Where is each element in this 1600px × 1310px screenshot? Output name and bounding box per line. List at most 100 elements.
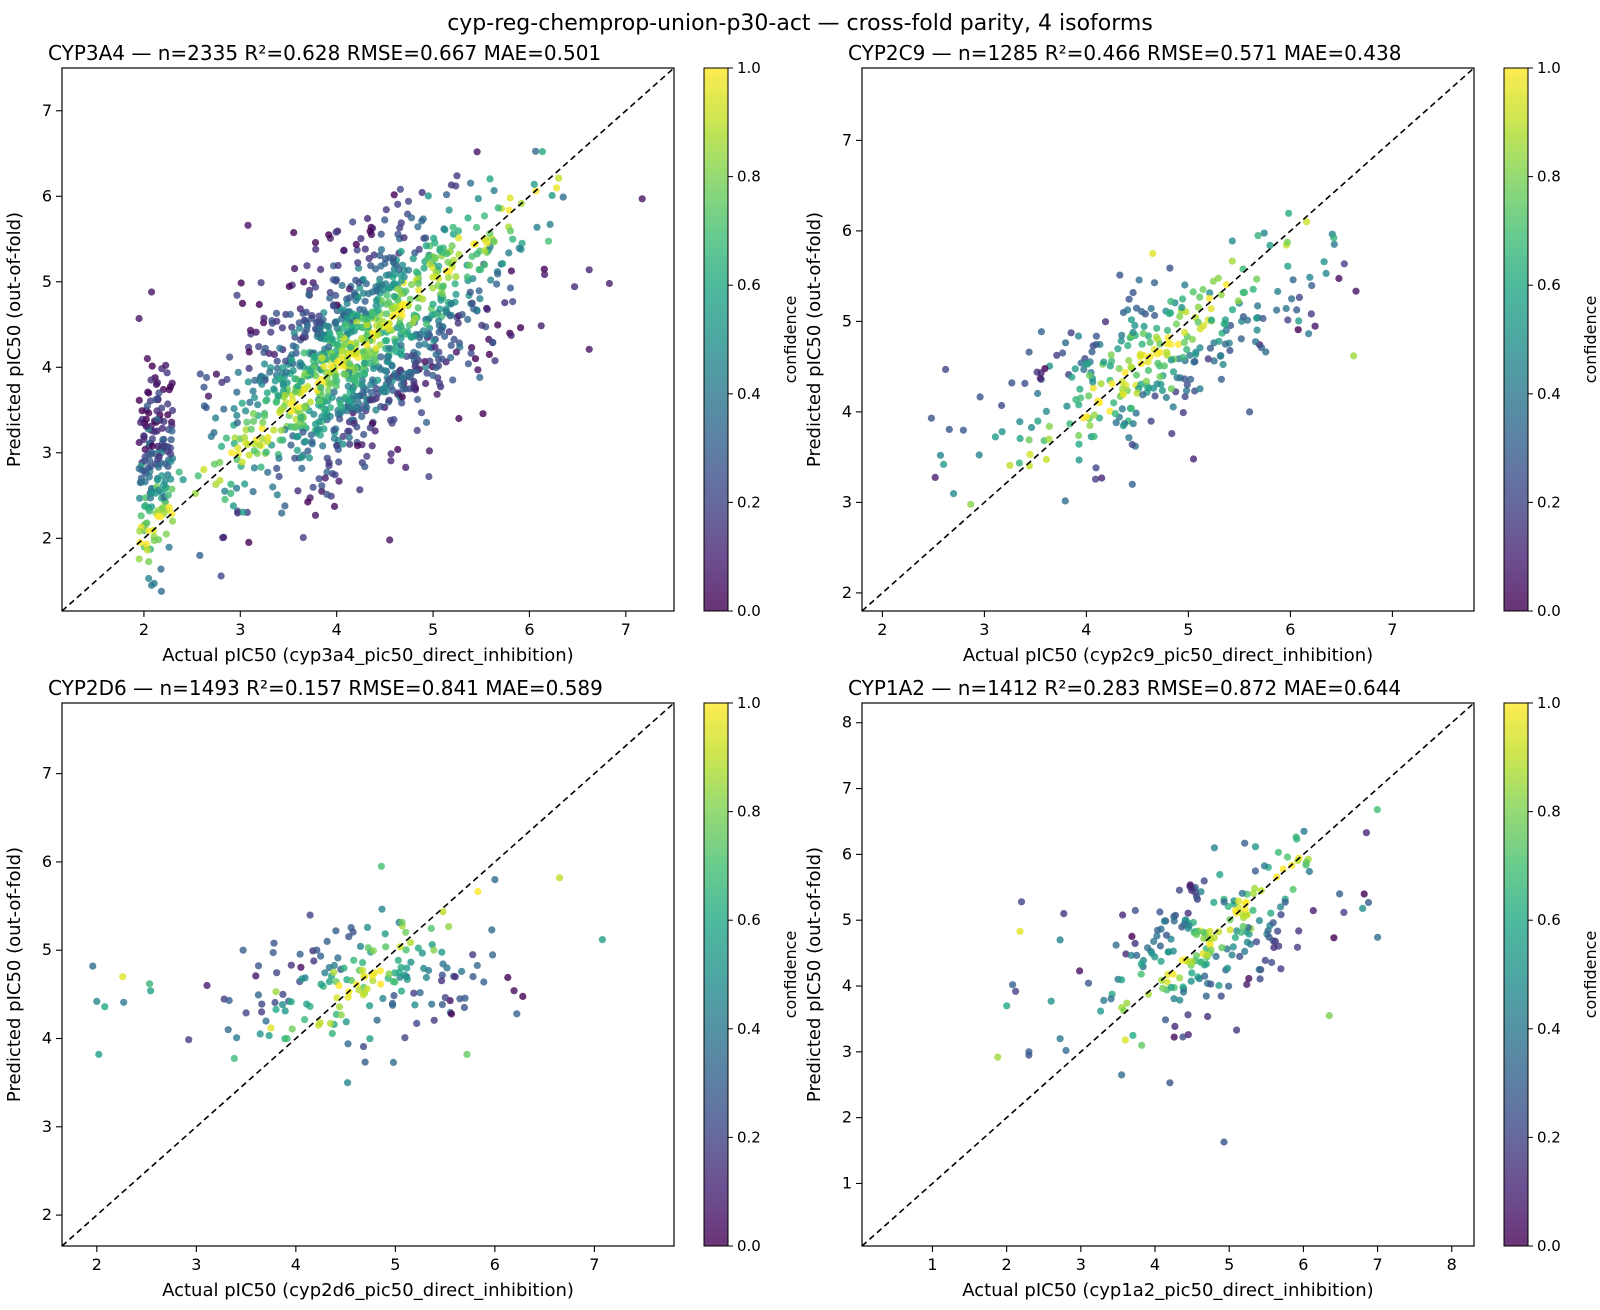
data-point xyxy=(441,226,449,234)
data-point xyxy=(1189,455,1198,463)
data-point xyxy=(1186,881,1194,889)
data-point xyxy=(1167,297,1175,305)
data-point xyxy=(1115,365,1123,373)
colorbar-tick-label: 0.8 xyxy=(1537,803,1561,821)
data-point xyxy=(410,384,418,392)
colorbar-tick-label: 0.8 xyxy=(1537,168,1561,186)
data-point xyxy=(120,998,128,1006)
data-point xyxy=(1352,287,1360,295)
data-point xyxy=(1139,391,1147,399)
data-point xyxy=(246,398,254,406)
data-point xyxy=(1131,321,1139,330)
x-axis-label: Actual pIC50 (cyp2c9_pic50_direct_inhibi… xyxy=(963,645,1373,666)
data-point xyxy=(162,530,170,538)
data-point xyxy=(218,378,226,386)
data-point xyxy=(377,262,385,270)
data-point xyxy=(1163,326,1172,334)
data-point xyxy=(1184,1031,1192,1039)
data-point xyxy=(377,353,385,361)
data-point xyxy=(262,1017,270,1025)
data-point xyxy=(1269,919,1277,927)
data-point xyxy=(1359,904,1367,913)
data-point xyxy=(245,538,253,547)
points-cyp3a4 xyxy=(135,147,646,595)
data-point xyxy=(203,981,211,990)
data-point xyxy=(413,1019,421,1027)
data-point xyxy=(1233,1026,1241,1034)
data-point xyxy=(998,428,1006,436)
data-point xyxy=(308,438,316,446)
data-point xyxy=(250,464,258,472)
data-point xyxy=(1082,360,1090,368)
data-point xyxy=(352,240,360,248)
panel-cyp1a2: CYP1A2 — n=1412 R²=0.283 RMSE=0.872 MAE=… xyxy=(804,676,1600,1301)
data-point xyxy=(1056,936,1064,944)
data-point xyxy=(605,279,614,288)
data-point xyxy=(455,414,463,423)
data-point xyxy=(326,294,334,302)
data-point xyxy=(1101,318,1110,326)
data-point xyxy=(394,445,402,454)
data-point xyxy=(1159,984,1167,992)
panel-title-cyp3a4: CYP3A4 — n=2335 R²=0.628 RMSE=0.667 MAE=… xyxy=(48,41,601,65)
data-point xyxy=(233,388,241,396)
data-point xyxy=(304,447,312,455)
data-point xyxy=(321,969,329,977)
data-point xyxy=(377,246,386,254)
data-point xyxy=(385,970,393,978)
data-point xyxy=(332,291,340,299)
data-point xyxy=(330,961,338,970)
data-point xyxy=(1267,909,1275,917)
data-point xyxy=(429,273,437,281)
data-point xyxy=(1100,996,1108,1005)
data-point xyxy=(1063,402,1071,410)
data-point xyxy=(1178,303,1186,312)
data-point xyxy=(281,391,289,399)
data-point xyxy=(342,371,350,379)
data-point xyxy=(473,250,481,258)
data-point xyxy=(1215,928,1223,936)
data-point xyxy=(950,490,958,498)
data-point xyxy=(167,436,175,444)
data-point xyxy=(250,447,258,455)
data-point xyxy=(285,282,293,291)
data-point xyxy=(307,431,315,439)
data-point xyxy=(345,397,353,405)
data-point xyxy=(1025,436,1033,444)
colorbar-tick-label: 0.2 xyxy=(737,1128,761,1146)
data-point xyxy=(940,460,948,468)
colorbar-cyp2c9: 0.0 0.2 0.4 0.6 0.8 1.0 confidence xyxy=(1503,59,1600,620)
data-point xyxy=(333,357,341,365)
data-point xyxy=(1132,371,1141,379)
data-point xyxy=(1122,950,1130,958)
y-axis-label: Predicted pIC50 (out-of-fold) xyxy=(4,212,25,467)
data-point xyxy=(255,343,263,351)
data-point xyxy=(1340,908,1348,917)
data-point xyxy=(1191,357,1199,366)
data-point xyxy=(344,993,352,1001)
data-point xyxy=(1168,430,1176,438)
data-point xyxy=(1165,310,1173,318)
data-point xyxy=(359,991,367,999)
data-point xyxy=(340,340,348,348)
data-point xyxy=(168,379,176,387)
data-point xyxy=(363,214,372,223)
data-point xyxy=(509,235,517,243)
data-point xyxy=(303,1000,311,1008)
data-point xyxy=(553,184,561,192)
data-point xyxy=(1222,326,1230,334)
data-point xyxy=(225,996,233,1005)
data-point xyxy=(1330,240,1338,248)
data-point xyxy=(296,362,304,370)
data-point xyxy=(254,401,262,409)
data-point xyxy=(447,341,455,349)
data-point xyxy=(281,1007,289,1015)
data-point xyxy=(439,908,447,916)
data-point xyxy=(290,329,298,337)
data-point xyxy=(1121,368,1129,377)
data-point xyxy=(406,295,414,303)
data-point xyxy=(447,1010,456,1018)
colorbar-tick-label: 0.4 xyxy=(737,1020,761,1038)
data-point xyxy=(212,414,220,422)
data-point xyxy=(1283,238,1291,246)
